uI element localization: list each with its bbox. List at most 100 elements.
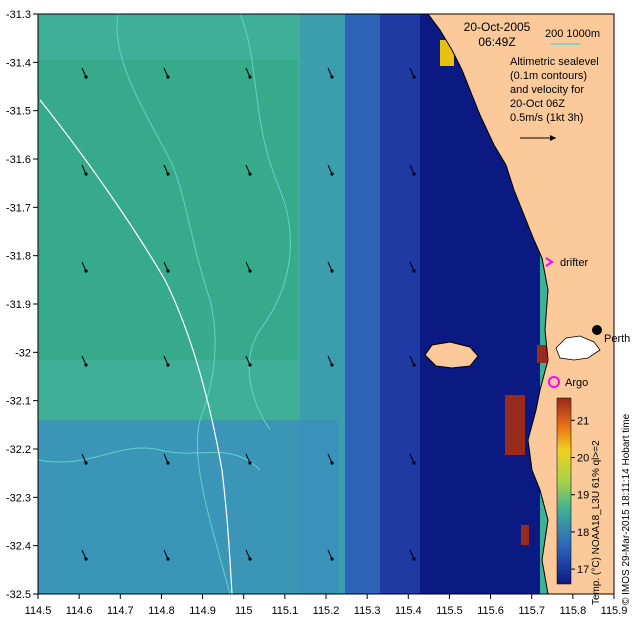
velocity-arrow bbox=[409, 549, 415, 560]
velocity-arrow-head bbox=[330, 557, 334, 561]
credit-text: © IMOS 29-Mar-2015 18:11:14 Hobart time bbox=[621, 413, 632, 605]
velocity-arrow-head bbox=[84, 172, 88, 176]
lat-tick-label: -32.1 bbox=[6, 396, 31, 408]
velocity-arrow bbox=[245, 355, 251, 366]
colorbar-tick-label: 20 bbox=[577, 453, 589, 465]
colorbar-tick-label: 21 bbox=[577, 415, 589, 427]
velocity-arrow bbox=[81, 453, 87, 464]
lat-tick-label: -32 bbox=[15, 347, 31, 359]
velocity-arrow-head bbox=[84, 75, 88, 79]
colorbar: 17 18 19 20 21 bbox=[556, 397, 589, 585]
lon-tick-label: 115.8 bbox=[559, 605, 586, 617]
velocity-arrow-head bbox=[166, 269, 170, 273]
velocity-arrow bbox=[245, 67, 251, 78]
depth-contours bbox=[38, 14, 291, 594]
latitude-axis: -31.3 -31.4 -31.5 -31.6 -31.7 -31.8 -31.9 -32 -3… bbox=[6, 9, 38, 601]
colorbar-tick-label: 17 bbox=[577, 564, 589, 576]
lon-tick-label: 115.9 bbox=[601, 605, 628, 617]
lat-tick-label: -31.6 bbox=[6, 154, 31, 166]
velocity-arrow-head bbox=[412, 172, 416, 176]
velocity-arrow bbox=[409, 164, 415, 175]
velocity-arrow bbox=[81, 164, 87, 175]
lat-tick-label: -31.3 bbox=[6, 9, 31, 21]
velocity-arrow-head bbox=[166, 172, 170, 176]
perth-label: Perth bbox=[604, 333, 630, 345]
velocity-arrow bbox=[409, 355, 415, 366]
lon-tick-label: 114.6 bbox=[66, 605, 93, 617]
velocity-arrow-head bbox=[248, 172, 252, 176]
drifter-marker bbox=[545, 257, 554, 267]
velocity-arrow bbox=[245, 453, 251, 464]
lat-tick-label: -32.2 bbox=[6, 444, 31, 456]
lon-tick-label: 114.5 bbox=[25, 605, 52, 617]
velocity-arrow-head bbox=[412, 75, 416, 79]
lon-tick-label: 115.5 bbox=[436, 605, 463, 617]
velocity-arrow bbox=[81, 549, 87, 560]
velocity-arrow bbox=[163, 549, 169, 560]
velocity-arrow-head bbox=[412, 269, 416, 273]
velocity-arrow-head bbox=[330, 75, 334, 79]
lon-tick-label: 115.1 bbox=[271, 605, 298, 617]
velocity-arrow-head bbox=[166, 557, 170, 561]
velocity-arrow-head bbox=[248, 461, 252, 465]
velocity-arrow bbox=[163, 261, 169, 272]
velocity-arrow bbox=[327, 67, 333, 78]
lat-tick-label: -31.5 bbox=[6, 106, 31, 118]
velocity-arrow bbox=[245, 164, 251, 175]
velocity-arrow-head bbox=[330, 363, 334, 367]
velocity-arrow bbox=[245, 549, 251, 560]
lon-tick-label: 114.7 bbox=[107, 605, 134, 617]
velocity-arrow-head bbox=[166, 461, 170, 465]
velocity-arrow bbox=[81, 261, 87, 272]
velocity-arrow-head bbox=[248, 557, 252, 561]
velocity-scale-arrow bbox=[520, 135, 556, 141]
velocity-arrow-head bbox=[84, 363, 88, 367]
note-line-5: 0.5m/s (1kt 3h) bbox=[510, 112, 583, 124]
lon-tick-label: 115 bbox=[235, 605, 253, 617]
velocity-arrow-head bbox=[84, 269, 88, 273]
velocity-arrow-head bbox=[166, 363, 170, 367]
depth-contour-legend: 200 1000m bbox=[545, 28, 600, 40]
argo-marker bbox=[548, 376, 560, 388]
note-line-4: 20-Oct 06Z bbox=[510, 98, 565, 110]
velocity-arrow bbox=[163, 355, 169, 366]
velocity-arrow bbox=[81, 67, 87, 78]
perth-marker bbox=[592, 325, 602, 335]
velocity-arrow-head bbox=[412, 461, 416, 465]
velocity-arrow-head bbox=[166, 75, 170, 79]
lon-tick-label: 115.3 bbox=[354, 605, 381, 617]
argo-label: Argo bbox=[565, 377, 588, 389]
velocity-arrow-head bbox=[84, 461, 88, 465]
map-time: 06:49Z bbox=[478, 35, 515, 49]
velocity-arrow bbox=[327, 164, 333, 175]
velocity-arrow bbox=[327, 453, 333, 464]
lat-tick-label: -32.5 bbox=[6, 589, 31, 601]
note-line-1: Altimetric sealevel bbox=[510, 56, 599, 68]
velocity-arrow-head bbox=[248, 363, 252, 367]
lon-tick-label: 114.9 bbox=[189, 605, 216, 617]
lon-tick-label: 115.2 bbox=[313, 605, 340, 617]
velocity-arrow bbox=[163, 67, 169, 78]
longitude-axis: 114.5 114.6 114.7 114.8 114.9 115 115.1 115.2 11… bbox=[25, 594, 628, 617]
velocity-arrow bbox=[163, 164, 169, 175]
lon-tick-label: 115.7 bbox=[518, 605, 545, 617]
velocity-arrow-head bbox=[330, 172, 334, 176]
velocity-arrow-head bbox=[330, 269, 334, 273]
lat-tick-label: -32.3 bbox=[6, 492, 31, 504]
colorbar-tick-label: 18 bbox=[577, 527, 589, 539]
velocity-arrow bbox=[327, 355, 333, 366]
lat-tick-label: -31.9 bbox=[6, 299, 31, 311]
note-line-2: (0.1m contours) bbox=[510, 70, 587, 82]
velocity-arrow-head bbox=[84, 557, 88, 561]
lon-tick-label: 115.4 bbox=[395, 605, 422, 617]
lat-tick-label: -31.7 bbox=[6, 202, 31, 214]
lat-tick-label: -32.4 bbox=[6, 541, 31, 553]
velocity-arrow bbox=[327, 261, 333, 272]
velocity-arrow bbox=[245, 261, 251, 272]
lon-tick-label: 114.8 bbox=[148, 605, 175, 617]
velocity-arrow bbox=[409, 67, 415, 78]
velocity-arrow-head bbox=[412, 557, 416, 561]
colorbar-label: Temp. (°C) NOAA18_L3U 61% ql>=2 bbox=[591, 440, 602, 605]
velocity-arrow bbox=[81, 355, 87, 366]
